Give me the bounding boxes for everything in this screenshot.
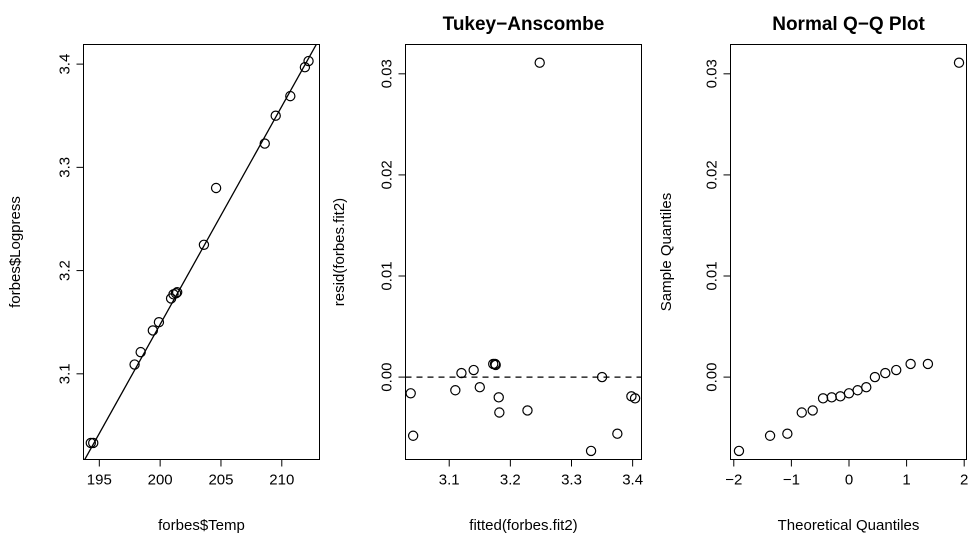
data-point (468, 364, 479, 376)
data-point (285, 90, 296, 102)
data-point (474, 382, 485, 393)
plot-frame (730, 44, 967, 460)
y-tick-label: 0.01 (379, 261, 396, 290)
data-point (494, 407, 505, 418)
x-axis-label: forbes$Temp (158, 517, 245, 534)
x-tick-label: 0 (845, 472, 853, 489)
data-point (522, 405, 533, 416)
data-point (259, 138, 270, 149)
x-tick-label: 1 (902, 472, 910, 489)
y-tick-label: 3.2 (57, 260, 74, 281)
y-tick-label: 0.00 (704, 363, 721, 392)
y-axis-label: Sample Quantiles (658, 193, 675, 311)
data-point (835, 391, 846, 402)
data-point (534, 57, 545, 68)
x-tick-label: 2 (960, 472, 968, 489)
chart-title: Tukey−Anscombe (443, 14, 605, 35)
x-tick-label: 195 (87, 472, 112, 489)
y-tick-label: 0.03 (379, 59, 396, 88)
y-tick-label: 0.02 (704, 160, 721, 189)
y-tick-label: 3.4 (57, 54, 74, 75)
data-point (407, 430, 419, 441)
data-point (764, 430, 776, 441)
data-point (807, 405, 818, 416)
data-point (585, 445, 597, 457)
data-point (170, 288, 182, 299)
data-point (153, 316, 165, 328)
chart-title: Normal Q−Q Plot (772, 14, 925, 35)
data-point (629, 393, 641, 404)
data-point (198, 239, 210, 250)
data-point (826, 392, 837, 403)
data-point (450, 385, 461, 396)
data-point (596, 371, 608, 383)
data-point (490, 359, 501, 371)
data-point (891, 364, 902, 376)
x-tick-label: 3.2 (500, 472, 521, 489)
data-point (303, 55, 314, 67)
y-tick-label: 0.01 (704, 261, 721, 290)
data-point (612, 428, 623, 439)
data-point (85, 437, 96, 449)
plot-area (405, 57, 642, 457)
x-tick-label: 3.3 (561, 472, 582, 489)
x-axis-label: Theoretical Quantiles (778, 517, 920, 534)
scatter-panel-logpress-vs-temp: forbes$Temp forbes$Logpress 195 200 205 210… (7, 44, 320, 534)
data-point (129, 359, 140, 370)
data-point (782, 428, 793, 439)
x-tick-label: 210 (269, 472, 294, 489)
data-point (299, 62, 311, 73)
data-point (861, 382, 872, 393)
data-point (817, 393, 829, 404)
data-point (135, 346, 146, 358)
y-tick-label: 0.00 (379, 363, 396, 392)
x-axis-label: fitted(forbes.fit2) (469, 517, 577, 534)
x-tick-label: −2 (725, 472, 742, 489)
x-tick-label: 200 (148, 472, 173, 489)
y-axis-label: resid(forbes.fit2) (331, 198, 348, 306)
plot-area (733, 57, 965, 457)
x-tick-label: 3.4 (622, 472, 643, 489)
scatter-panel-normal-qq: Normal Q−Q Plot Theoretical Quantiles Sa… (658, 14, 968, 534)
data-point (843, 388, 855, 399)
data-point (796, 407, 807, 418)
plot-area (84, 44, 318, 460)
data-point (733, 445, 745, 457)
data-point (147, 325, 159, 336)
data-point (953, 57, 965, 68)
y-tick-label: 0.02 (379, 160, 396, 189)
y-tick-label: 0.03 (704, 59, 721, 88)
data-point (493, 392, 504, 403)
x-tick-label: 205 (208, 472, 233, 489)
data-point (852, 385, 863, 396)
x-tick-label: −1 (783, 472, 800, 489)
data-point (171, 287, 183, 298)
y-tick-label: 3.3 (57, 157, 74, 178)
plot-frame (405, 44, 642, 460)
plot-frame (83, 44, 320, 460)
regression-line (84, 44, 318, 460)
data-point (210, 182, 222, 194)
data-point (270, 110, 281, 121)
data-point (405, 388, 416, 399)
y-axis-label: forbes$Logpress (7, 196, 24, 308)
y-tick-label: 3.1 (57, 363, 74, 384)
data-point (880, 367, 891, 379)
data-point (456, 367, 467, 379)
data-point (905, 358, 916, 370)
data-point (922, 358, 934, 370)
data-point (88, 437, 99, 449)
x-tick-label: 3.1 (439, 472, 460, 489)
scatter-panel-tukey-anscombe: Tukey−Anscombe fitted(forbes.fit2) resid… (331, 14, 643, 534)
data-point (869, 371, 881, 383)
